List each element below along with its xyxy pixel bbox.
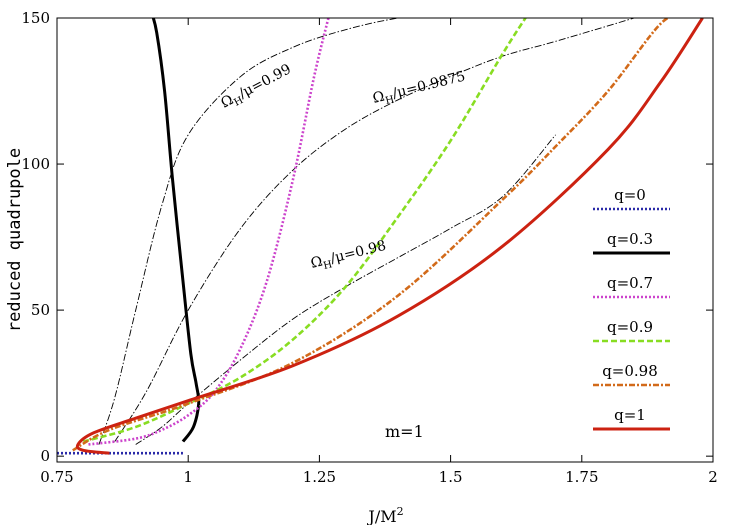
legend-label: q=1 [614,406,646,424]
isoline-label-098-sub: H [322,259,333,272]
y-tick-label: 100 [21,155,50,173]
x-tick-label: 1 [183,468,193,486]
tick-layer: 0.75 1 1.25 1.5 1.75 2 0 50 100 150 [21,9,717,486]
series-line-q-0-3 [151,18,201,443]
x-tick-label: 1.25 [303,468,336,486]
legend-label: q=0.3 [607,230,653,248]
isoline-label-09875-omega: Ω [371,89,386,107]
series-line-q-1 [75,18,704,455]
x-axis-label-sup: 2 [397,505,404,518]
y-tick-label: 150 [21,9,50,27]
m-annotation: m=1 [385,422,424,441]
legend-label: q=0.9 [607,318,653,336]
isoline-0 [98,18,402,445]
legend-label: q=0 [614,186,646,204]
isoline-layer [98,18,635,445]
x-axis-label-main: J/M [366,507,396,525]
x-tick-label: 0.75 [40,468,73,486]
plot-frame [56,17,714,463]
x-tick-label: 1.75 [565,468,598,486]
y-tick-label: 50 [31,301,50,319]
series-line-q-0-9 [82,18,528,443]
series-line-q-0-98 [72,18,671,452]
series-layer [57,18,704,455]
x-tick-label: 1.5 [439,468,463,486]
y-axis-label: reduced quadrupole [5,148,25,332]
legend: q=0 q=0.3 q=0.7 q=0.9 q=0.98 q=1 [593,186,670,431]
legend-label: q=0.98 [602,362,658,380]
isoline-label-098-omega: Ω [309,254,324,272]
x-axis-label: J/M2 [366,505,403,525]
y-tick-label: 0 [40,447,50,465]
isoline-label-09875-sub: H [384,94,395,107]
isoline-1 [114,18,635,442]
x-tick-label: 2 [708,468,718,486]
legend-label: q=0.7 [607,274,653,292]
